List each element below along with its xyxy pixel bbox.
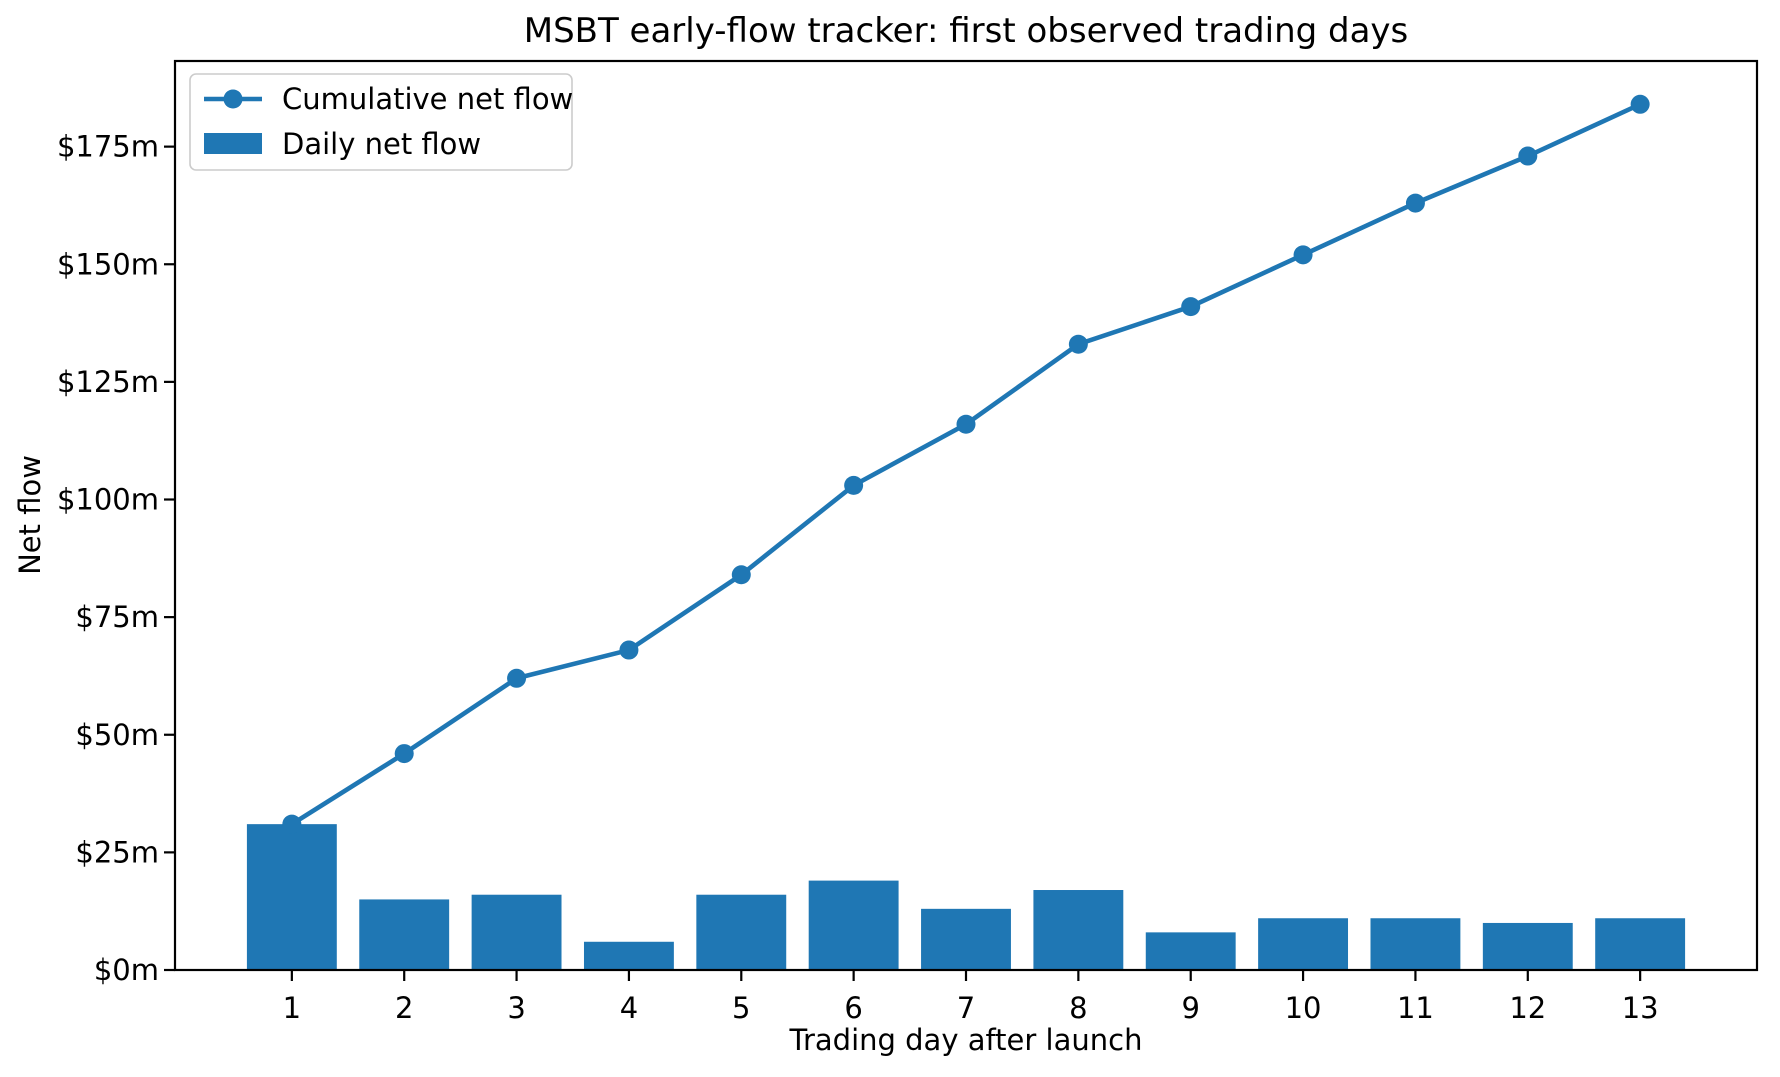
bar [1145,932,1236,970]
data-point-marker [731,565,751,585]
bar [1482,922,1573,970]
legend-label-daily: Daily net flow [282,127,481,161]
bar [1258,918,1349,970]
y-tick-label: $150m [57,247,159,281]
data-point-marker [507,668,527,688]
x-tick-label: 4 [620,991,638,1025]
x-tick-label: 10 [1285,991,1322,1025]
y-tick-label: $175m [57,130,159,164]
data-point-marker [1405,193,1425,213]
data-point-marker [1518,146,1538,166]
cumulative-line [289,101,1643,827]
data-point-marker [1630,94,1650,114]
data-point-marker [844,475,864,495]
x-tick-label: 9 [1181,991,1199,1025]
bar [359,899,450,970]
y-tick-label: $100m [57,483,159,517]
x-tick-label: 8 [1069,991,1087,1025]
y-tick-label: $50m [75,718,159,752]
bar [471,894,562,970]
x-tick-label: 11 [1397,991,1434,1025]
bar [246,824,337,970]
bar [1595,918,1686,970]
y-tick-label: $25m [75,835,159,869]
data-point-marker [1068,334,1088,354]
x-tick-label: 3 [507,991,525,1025]
x-tick-label: 7 [957,991,975,1025]
bar [696,894,787,970]
data-point-marker [282,814,302,834]
x-tick-label: 13 [1622,991,1659,1025]
bars-group [246,824,1686,970]
legend-label-cumulative: Cumulative net flow [282,82,573,116]
legend: Cumulative net flow Daily net flow [189,73,573,171]
bar [808,880,899,970]
bar [1033,890,1124,970]
legend-marker-icon [223,89,243,109]
bar [583,941,674,970]
bar [1370,918,1461,970]
x-tick-label: 6 [844,991,862,1025]
y-tick-label: $75m [75,600,159,634]
y-tick-label: $125m [57,365,159,399]
x-tick-label: 5 [732,991,750,1025]
x-tick-label: 1 [283,991,301,1025]
data-point-marker [1181,297,1201,317]
cumulative-line-group [282,94,1650,834]
y-axis-label: Net flow [13,455,47,575]
data-point-marker [1293,245,1313,265]
bar [921,908,1011,970]
plot-border [173,59,1759,972]
legend-box [189,73,573,171]
data-point-marker [394,744,414,764]
data-point-marker [619,640,639,660]
chart-title: MSBT early-flow tracker: first observed … [524,11,1409,51]
x-tick-label: 2 [395,991,413,1025]
data-point-marker [956,414,976,434]
legend-bar-swatch-icon [204,133,262,154]
x-axis-label: Trading day after launch [789,1023,1143,1057]
y-tick-label: $0m [94,953,159,987]
x-tick-label: 12 [1509,991,1546,1025]
